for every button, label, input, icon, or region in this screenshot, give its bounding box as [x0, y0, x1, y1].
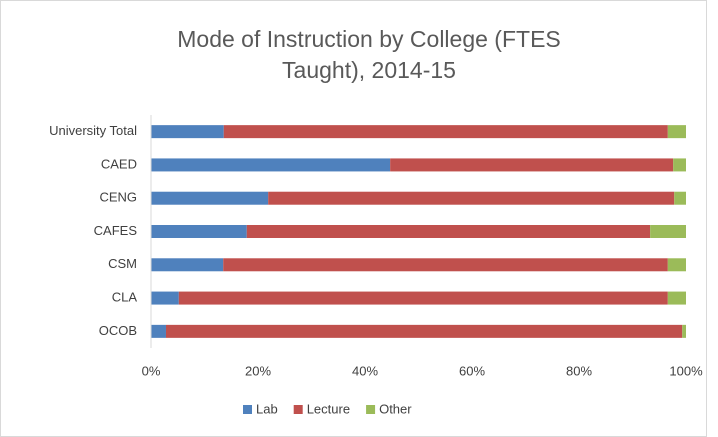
bar-segment: [151, 225, 247, 238]
y-tick-label: CAFES: [94, 223, 138, 238]
legend-label: Lecture: [307, 401, 350, 416]
x-tick-label: 80%: [566, 363, 592, 378]
legend-label: Other: [379, 401, 412, 416]
bar-segment: [151, 291, 179, 305]
bar-segment: [223, 125, 668, 139]
bar-segment: [165, 324, 683, 338]
bar-segment: [650, 225, 686, 238]
bar-segment: [151, 158, 391, 172]
bar-segment: [390, 158, 674, 172]
x-tick-label: 40%: [352, 363, 378, 378]
legend-swatch: [243, 405, 252, 414]
y-tick-label: University Total: [49, 123, 137, 138]
legend-label: Lab: [256, 401, 278, 416]
legend-swatch: [293, 405, 303, 414]
bar-segment: [151, 258, 224, 272]
x-tick-label: 20%: [245, 363, 271, 378]
bar-segment: [674, 191, 686, 205]
y-tick-label: CENG: [99, 190, 137, 205]
bar-segment: [268, 191, 675, 205]
bar-segment: [223, 258, 668, 272]
y-tick-label: CLA: [112, 290, 138, 305]
x-tick-label: 0%: [142, 363, 161, 378]
bar-segment: [151, 191, 269, 205]
y-tick-label: OCOB: [99, 323, 137, 338]
chart-title: Mode of Instruction by College (FTES Tau…: [177, 26, 561, 83]
bar-segment: [178, 291, 668, 305]
bar-segment: [667, 291, 686, 305]
bar-segment: [151, 324, 166, 338]
bar-segment: [673, 158, 686, 172]
legend-swatch: [366, 405, 376, 414]
bar-segment: [246, 225, 651, 238]
bar-segment: [682, 324, 686, 338]
x-tick-label: 60%: [459, 363, 485, 378]
y-tick-label: CAED: [101, 156, 137, 171]
bar-segment: [151, 125, 224, 139]
y-tick-label: CSM: [108, 256, 137, 271]
bar-segment: [667, 258, 686, 272]
bar-segment: [667, 125, 686, 139]
x-tick-label: 100%: [669, 363, 703, 378]
